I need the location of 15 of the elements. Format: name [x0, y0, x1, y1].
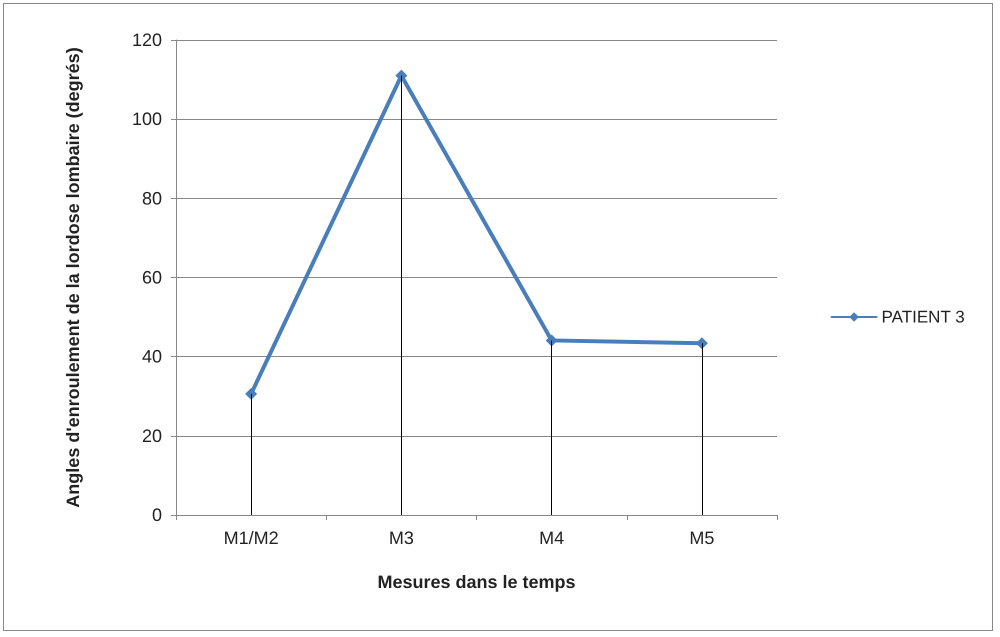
- y-tick-label: 80: [142, 188, 162, 208]
- x-tick-label: M3: [388, 528, 414, 548]
- y-tick-label: 120: [132, 30, 162, 50]
- x-tick-label: M4: [539, 528, 564, 548]
- y-tick-label: 60: [142, 268, 162, 288]
- x-axis-title: Mesures dans le temps: [377, 572, 576, 592]
- y-axis-title: Angles d'enroulement de la lordose lombaire (degrés): [63, 47, 83, 508]
- point: [245, 388, 258, 400]
- x-tick-label: M5: [689, 528, 714, 548]
- y-tick-label: 40: [142, 346, 162, 367]
- x-tick-label: M1/M2: [224, 528, 279, 548]
- y-tick-label: 20: [142, 426, 162, 446]
- y-tick-label: 0: [152, 505, 162, 525]
- y-tick-label: 100: [132, 109, 162, 130]
- legend-label: PATIENT 3: [882, 308, 965, 326]
